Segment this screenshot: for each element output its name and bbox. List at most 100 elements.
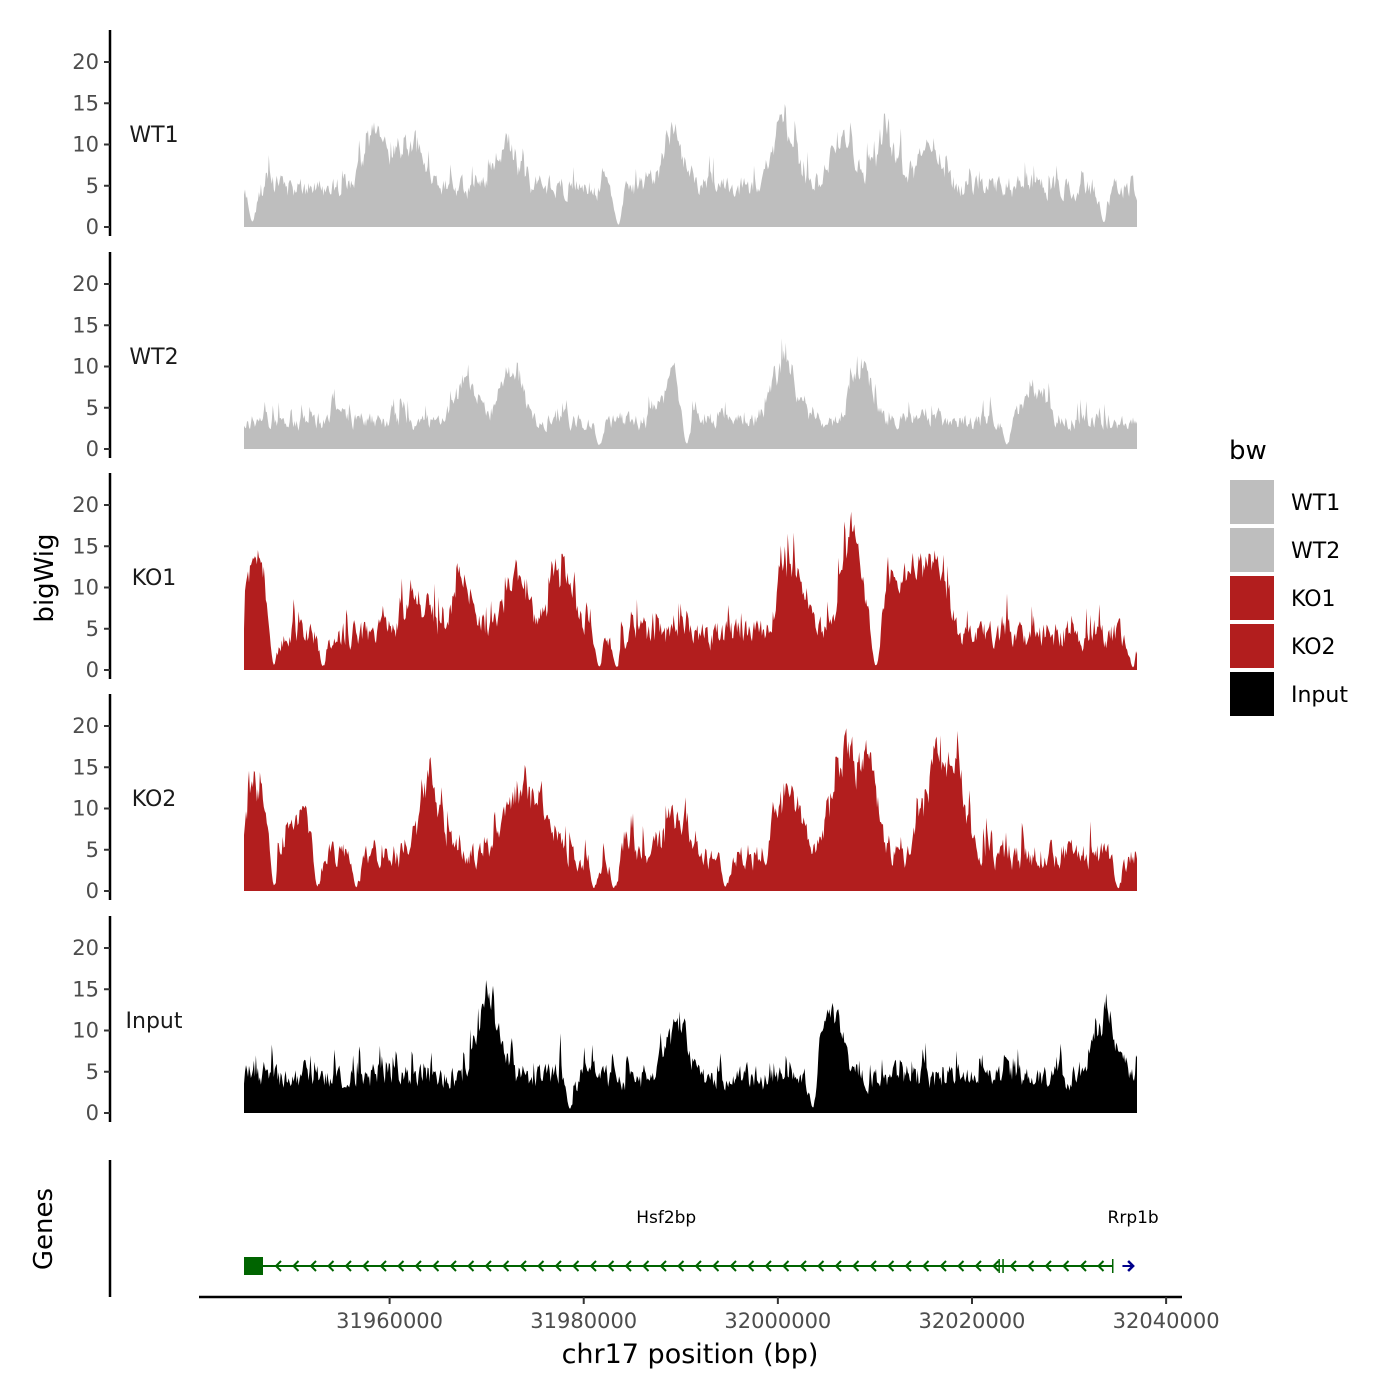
- strand-arrow: [957, 1260, 965, 1272]
- x-tick-label: 32040000: [1113, 1309, 1220, 1333]
- strand-arrow: [1062, 1260, 1070, 1272]
- strand-arrow: [922, 1260, 930, 1272]
- y-tick-label: 10: [72, 133, 99, 157]
- legend-title: bw: [1229, 436, 1267, 466]
- strand-arrow: [362, 1260, 370, 1272]
- strand-arrow: [642, 1260, 650, 1272]
- x-tick-label: 31980000: [530, 1309, 637, 1333]
- strand-arrow: [817, 1260, 825, 1272]
- track-label-ko1: KO1: [132, 566, 177, 591]
- strand-arrow: [904, 1260, 912, 1272]
- legend-swatch-wt1: [1230, 480, 1274, 524]
- y-tick-label: 10: [72, 797, 99, 821]
- y-tick-label: 20: [72, 493, 99, 517]
- legend-label-wt1: WT1: [1291, 491, 1340, 516]
- y-tick-label: 15: [72, 977, 99, 1001]
- y-tick-label: 20: [72, 50, 99, 74]
- track-label-wt2: WT2: [129, 345, 178, 370]
- y-tick-label: 0: [86, 879, 99, 903]
- strand-arrow: [887, 1260, 895, 1272]
- strand-arrow: [292, 1260, 300, 1272]
- y-tick-label: 5: [86, 396, 99, 420]
- y-tick-label: 5: [86, 174, 99, 198]
- gene-exon-hsf2bp: [244, 1257, 263, 1275]
- x-tick-label: 32020000: [919, 1309, 1026, 1333]
- strand-arrow: [764, 1260, 772, 1272]
- y-tick-label: 10: [72, 576, 99, 600]
- gene-label-hsf2bp: Hsf2bp: [636, 1208, 696, 1228]
- strand-arrow: [729, 1260, 737, 1272]
- legend-swatch-wt2: [1230, 528, 1274, 572]
- strand-arrow: [589, 1260, 597, 1272]
- y-tick-label: 20: [72, 272, 99, 296]
- strand-arrow: [694, 1260, 702, 1272]
- gene-label-rrp1b: Rrp1b: [1108, 1208, 1159, 1228]
- y-tick-label: 15: [72, 91, 99, 115]
- strand-arrow: [537, 1260, 545, 1272]
- track-label-wt1: WT1: [129, 123, 178, 148]
- y-tick-label: 15: [72, 313, 99, 337]
- y-tick-label: 20: [72, 936, 99, 960]
- track-label-ko2: KO2: [132, 787, 177, 812]
- strand-arrow: [1044, 1260, 1052, 1272]
- strand-arrow: [659, 1260, 667, 1272]
- y-tick-label: 15: [72, 755, 99, 779]
- y-axis-title: bigWig: [30, 533, 60, 622]
- strand-arrow: [624, 1260, 632, 1272]
- strand-arrow: [782, 1260, 790, 1272]
- y-tick-label: 0: [86, 437, 99, 461]
- y-tick-label: 5: [86, 617, 99, 641]
- strand-arrow: [1079, 1260, 1087, 1272]
- y-tick-label: 10: [72, 355, 99, 379]
- x-axis-title: chr17 position (bp): [562, 1339, 819, 1370]
- strand-arrow: [572, 1260, 580, 1272]
- strand-arrow: [607, 1260, 615, 1272]
- strand-arrow: [852, 1260, 860, 1272]
- strand-arrow: [799, 1260, 807, 1272]
- y-tick-label: 0: [86, 1101, 99, 1125]
- y-tick-label: 0: [86, 215, 99, 239]
- signal-area-wt2: [244, 338, 1137, 449]
- strand-arrow: [712, 1260, 720, 1272]
- strand-arrow: [554, 1260, 562, 1272]
- strand-arrow: [484, 1260, 492, 1272]
- signal-area-ko2: [244, 728, 1137, 891]
- legend-label-ko2: KO2: [1291, 635, 1336, 660]
- strand-arrow: [1009, 1260, 1017, 1272]
- strand-arrow: [309, 1260, 317, 1272]
- legend-swatch-input: [1230, 672, 1274, 716]
- strand-arrow: [1097, 1260, 1105, 1272]
- strand-arrow: [834, 1260, 842, 1272]
- strand-arrow: [467, 1260, 475, 1272]
- strand-arrow: [869, 1260, 877, 1272]
- x-tick-label: 31960000: [336, 1309, 443, 1333]
- strand-arrow: [992, 1260, 1000, 1272]
- strand-arrow: [449, 1260, 457, 1272]
- y-tick-label: 5: [86, 1060, 99, 1084]
- legend-swatch-ko2: [1230, 624, 1274, 668]
- strand-arrow: [1027, 1260, 1035, 1272]
- y-tick-label: 15: [72, 534, 99, 558]
- strand-arrow: [939, 1260, 947, 1272]
- signal-area-input: [244, 980, 1137, 1113]
- legend-label-wt2: WT2: [1291, 539, 1340, 564]
- strand-arrow: [432, 1260, 440, 1272]
- strand-arrow: [274, 1260, 282, 1272]
- y-tick-label: 5: [86, 838, 99, 862]
- strand-arrow: [502, 1260, 510, 1272]
- strand-arrow: [519, 1260, 527, 1272]
- x-tick-label: 32000000: [724, 1309, 831, 1333]
- track-label-input: Input: [126, 1009, 183, 1034]
- signal-area-ko1: [244, 511, 1137, 670]
- y-tick-label: 10: [72, 1019, 99, 1043]
- legend-label-input: Input: [1291, 683, 1348, 708]
- genes-axis-title: Genes: [29, 1188, 59, 1270]
- legend-swatch-ko1: [1230, 576, 1274, 620]
- y-tick-label: 20: [72, 714, 99, 738]
- strand-arrow: [327, 1260, 335, 1272]
- strand-arrow: [397, 1260, 405, 1272]
- legend-label-ko1: KO1: [1291, 587, 1336, 612]
- y-tick-label: 0: [86, 658, 99, 682]
- strand-arrow: [677, 1260, 685, 1272]
